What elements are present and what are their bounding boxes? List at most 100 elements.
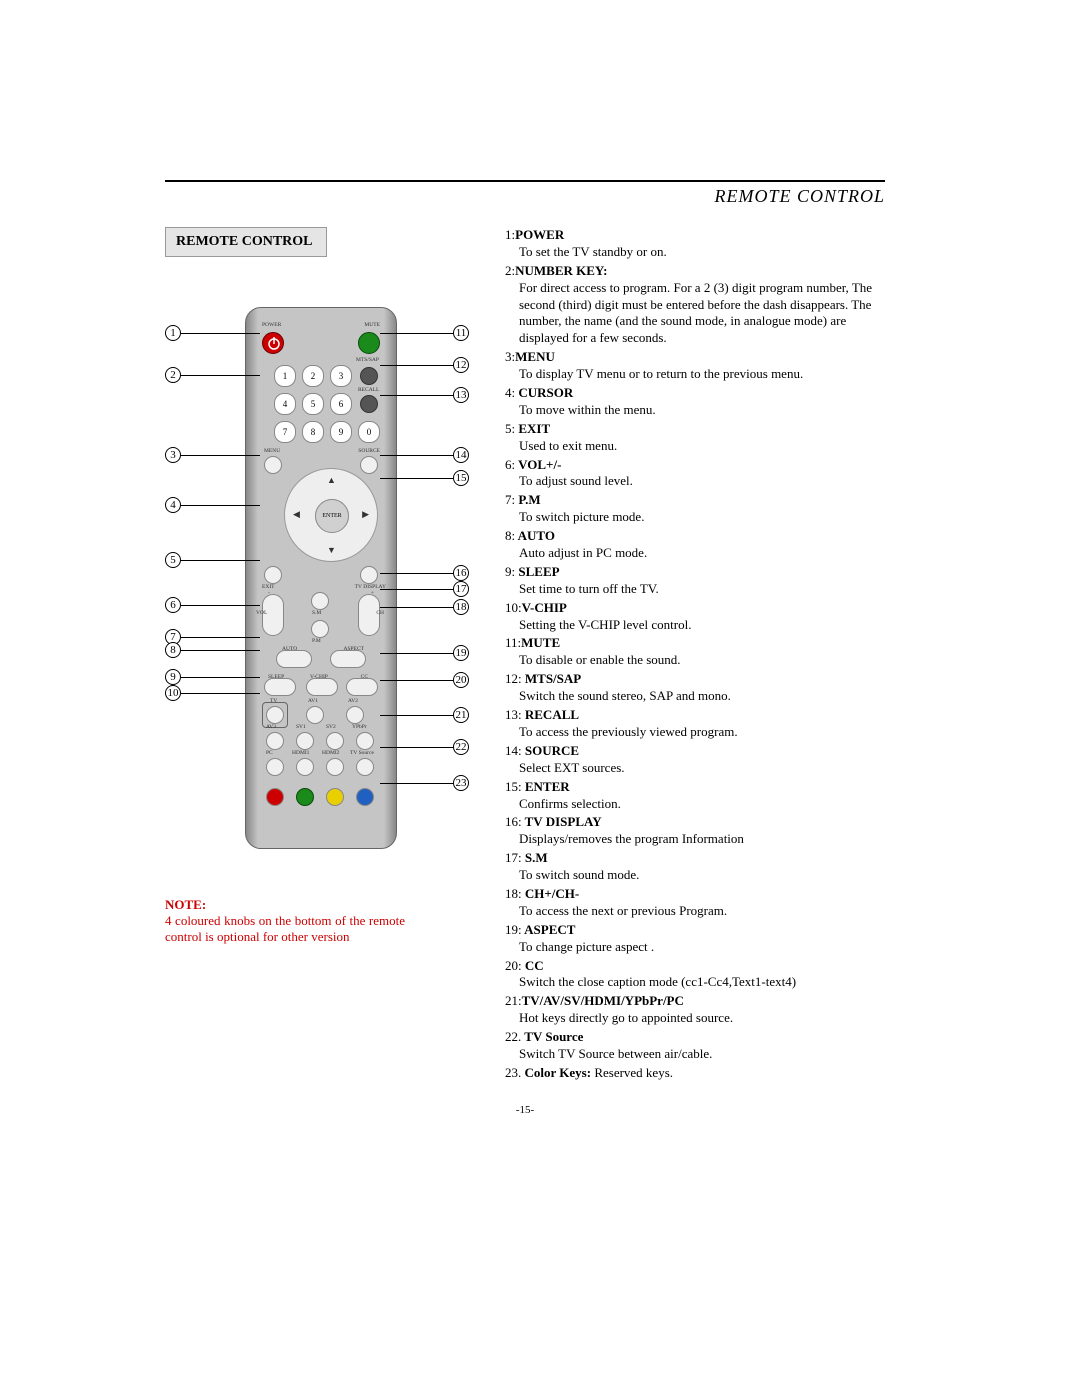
- arrow-right-icon: ▶: [362, 509, 369, 520]
- description-item: 6: VOL+/-To adjust sound level.: [505, 457, 885, 491]
- label-sv2: SV2: [326, 724, 336, 730]
- auto-button[interactable]: [276, 650, 312, 668]
- sleep-button[interactable]: [264, 678, 296, 696]
- desc-number: 14:: [505, 743, 522, 758]
- recall-button[interactable]: [360, 395, 378, 413]
- desc-label: MTS/SAP: [522, 671, 582, 686]
- label-recall: RECALL: [358, 387, 379, 393]
- menu-button[interactable]: [264, 456, 282, 474]
- desc-label: MUTE: [521, 635, 560, 650]
- leader-line: [380, 365, 453, 366]
- leader-line: [181, 375, 260, 376]
- callout-1: 1: [165, 325, 181, 341]
- desc-label: CH+/CH-: [522, 886, 580, 901]
- remote-diagram: POWER MUTE 1 2 3 4 5 6: [165, 307, 475, 867]
- src-tvsource[interactable]: [356, 758, 374, 776]
- remote-body: POWER MUTE 1 2 3 4 5 6: [245, 307, 397, 849]
- leader-line: [380, 715, 453, 716]
- mts-button[interactable]: [360, 367, 378, 385]
- desc-label: CC: [522, 958, 544, 973]
- color-yellow[interactable]: [326, 788, 344, 806]
- label-auto: AUTO: [282, 646, 297, 652]
- desc-body: To access the next or previous Program.: [505, 903, 885, 920]
- desc-label: NUMBER KEY:: [515, 263, 607, 278]
- callout-8: 8: [165, 642, 181, 658]
- tvdisplay-button[interactable]: [360, 566, 378, 584]
- page-number: -15-: [165, 1104, 885, 1116]
- num-6[interactable]: 6: [330, 393, 352, 415]
- description-item: 9: SLEEPSet time to turn off the TV.: [505, 564, 885, 598]
- src-sv2[interactable]: [326, 732, 344, 750]
- num-8[interactable]: 8: [302, 421, 324, 443]
- leader-line: [181, 637, 260, 638]
- leader-line: [181, 333, 260, 334]
- note-text: 4 coloured knobs on the bottom of the re…: [165, 913, 405, 945]
- label-power: POWER: [262, 322, 281, 328]
- src-hdmi1[interactable]: [296, 758, 314, 776]
- desc-body: Hot keys directly go to appointed source…: [505, 1010, 885, 1027]
- num-7[interactable]: 7: [274, 421, 296, 443]
- callout-12: 12: [453, 357, 469, 373]
- arrow-up-icon: ▲: [327, 475, 336, 485]
- header-rule: [165, 180, 885, 182]
- num-1[interactable]: 1: [274, 365, 296, 387]
- aspect-button[interactable]: [330, 650, 366, 668]
- pm-button[interactable]: [311, 620, 329, 638]
- desc-number: 16:: [505, 814, 522, 829]
- description-item: 12: MTS/SAPSwitch the sound stereo, SAP …: [505, 671, 885, 705]
- desc-label: AUTO: [515, 528, 555, 543]
- source-button[interactable]: [360, 456, 378, 474]
- description-item: 15: ENTERConfirms selection.: [505, 779, 885, 813]
- num-4[interactable]: 4: [274, 393, 296, 415]
- description-item: 10:V-CHIPSetting the V-CHIP level contro…: [505, 600, 885, 634]
- label-mts: MTS/SAP: [356, 357, 379, 363]
- callout-15: 15: [453, 470, 469, 486]
- cc-button[interactable]: [346, 678, 378, 696]
- leader-line: [181, 677, 260, 678]
- src-ypbpr[interactable]: [356, 732, 374, 750]
- color-red[interactable]: [266, 788, 284, 806]
- callout-11: 11: [453, 325, 469, 341]
- src-sv1[interactable]: [296, 732, 314, 750]
- callout-21: 21: [453, 707, 469, 723]
- cursor-dpad[interactable]: ▲ ▼ ◀ ▶ ENTER: [284, 468, 378, 562]
- desc-body: To switch sound mode.: [505, 867, 885, 884]
- num-3[interactable]: 3: [330, 365, 352, 387]
- desc-body: Switch TV Source between air/cable.: [505, 1046, 885, 1063]
- leader-line: [380, 607, 453, 608]
- description-item: 20: CCSwitch the close caption mode (cc1…: [505, 958, 885, 992]
- exit-button[interactable]: [264, 566, 282, 584]
- desc-number: 4:: [505, 385, 515, 400]
- src-pc[interactable]: [266, 758, 284, 776]
- src-av3[interactable]: [266, 732, 284, 750]
- enter-button[interactable]: ENTER: [315, 499, 349, 533]
- src-av1[interactable]: [306, 706, 324, 724]
- sm-button[interactable]: [311, 592, 329, 610]
- desc-body: Switch the close caption mode (cc1-Cc4,T…: [505, 974, 885, 991]
- label-sv1: SV1: [296, 724, 306, 730]
- desc-body: To switch picture mode.: [505, 509, 885, 526]
- callout-22: 22: [453, 739, 469, 755]
- src-av2[interactable]: [346, 706, 364, 724]
- src-hdmi2[interactable]: [326, 758, 344, 776]
- desc-label: ENTER: [522, 779, 570, 794]
- label-aspect: ASPECT: [344, 646, 364, 652]
- leader-line: [380, 653, 453, 654]
- description-item: 17: S.MTo switch sound mode.: [505, 850, 885, 884]
- label-vol: VOL: [256, 610, 267, 616]
- vchip-button[interactable]: [306, 678, 338, 696]
- desc-label: RECALL: [522, 707, 579, 722]
- num-9[interactable]: 9: [330, 421, 352, 443]
- power-button[interactable]: [262, 332, 284, 354]
- label-menu: MENU: [264, 448, 280, 454]
- num-2[interactable]: 2: [302, 365, 324, 387]
- desc-label: ASPECT: [522, 922, 576, 937]
- leader-line: [181, 650, 260, 651]
- desc-number: 21:: [505, 993, 522, 1008]
- mute-button[interactable]: [358, 332, 380, 354]
- num-5[interactable]: 5: [302, 393, 324, 415]
- desc-number: 2:: [505, 263, 515, 278]
- color-blue[interactable]: [356, 788, 374, 806]
- num-0[interactable]: 0: [358, 421, 380, 443]
- color-green[interactable]: [296, 788, 314, 806]
